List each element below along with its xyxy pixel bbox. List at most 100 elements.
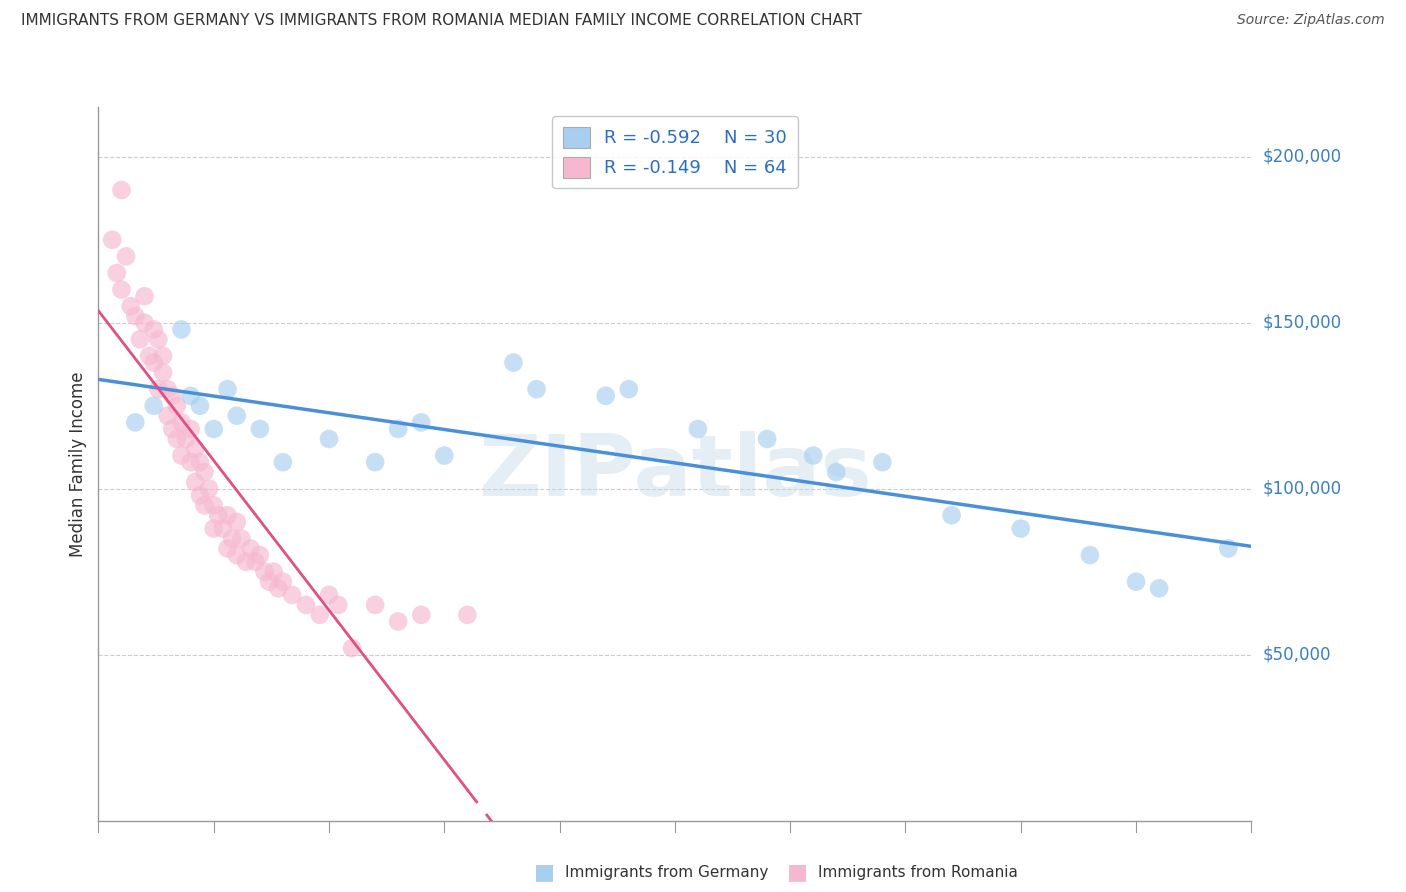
- Point: [308, 607, 330, 622]
- Point: [411, 415, 433, 429]
- Point: [235, 555, 257, 569]
- Point: [142, 399, 165, 413]
- Point: [1147, 582, 1170, 596]
- Point: [617, 382, 640, 396]
- Point: [134, 289, 156, 303]
- Point: [340, 641, 363, 656]
- Text: $150,000: $150,000: [1263, 314, 1341, 332]
- Point: [1125, 574, 1147, 589]
- Point: [364, 455, 387, 469]
- Point: [1218, 541, 1240, 556]
- Point: [110, 183, 132, 197]
- Text: $50,000: $50,000: [1263, 646, 1331, 664]
- Point: [1010, 522, 1032, 536]
- Point: [170, 415, 193, 429]
- Point: [105, 266, 128, 280]
- Point: [156, 409, 179, 423]
- Point: [245, 555, 267, 569]
- Point: [166, 432, 188, 446]
- Point: [281, 588, 304, 602]
- Point: [872, 455, 894, 469]
- Point: [249, 422, 271, 436]
- Text: ■: ■: [787, 863, 808, 882]
- Point: [166, 399, 188, 413]
- Point: [115, 249, 138, 263]
- Point: [231, 532, 253, 546]
- Point: [217, 541, 239, 556]
- Point: [221, 532, 243, 546]
- Point: [174, 432, 197, 446]
- Point: [188, 455, 211, 469]
- Text: $100,000: $100,000: [1263, 480, 1341, 498]
- Point: [170, 449, 193, 463]
- Point: [120, 299, 142, 313]
- Point: [595, 389, 617, 403]
- Point: [217, 508, 239, 523]
- Point: [225, 515, 247, 529]
- Point: [253, 565, 276, 579]
- Point: [263, 565, 285, 579]
- Point: [202, 522, 225, 536]
- Point: [148, 382, 170, 396]
- Point: [941, 508, 963, 523]
- Point: [156, 382, 179, 396]
- Point: [411, 607, 433, 622]
- Text: Source: ZipAtlas.com: Source: ZipAtlas.com: [1237, 13, 1385, 28]
- Text: Immigrants from Germany: Immigrants from Germany: [565, 865, 769, 880]
- Point: [257, 574, 280, 589]
- Point: [686, 422, 709, 436]
- Point: [101, 233, 124, 247]
- Text: ZIPatlas: ZIPatlas: [478, 431, 872, 514]
- Point: [160, 422, 183, 436]
- Point: [225, 548, 247, 562]
- Point: [124, 415, 146, 429]
- Point: [212, 522, 235, 536]
- Point: [318, 588, 340, 602]
- Point: [239, 541, 262, 556]
- Point: [271, 574, 294, 589]
- Point: [502, 356, 524, 370]
- Text: ■: ■: [534, 863, 555, 882]
- Point: [756, 432, 779, 446]
- Point: [217, 382, 239, 396]
- Point: [1078, 548, 1101, 562]
- Point: [110, 283, 132, 297]
- Point: [138, 349, 160, 363]
- Point: [142, 322, 165, 336]
- Point: [225, 409, 247, 423]
- Text: Immigrants from Romania: Immigrants from Romania: [818, 865, 1018, 880]
- Point: [202, 422, 225, 436]
- Point: [202, 499, 225, 513]
- Point: [433, 449, 456, 463]
- Point: [249, 548, 271, 562]
- Point: [328, 598, 350, 612]
- Point: [271, 455, 294, 469]
- Point: [184, 475, 207, 489]
- Y-axis label: Median Family Income: Median Family Income: [69, 371, 87, 557]
- Point: [193, 465, 215, 479]
- Point: [825, 465, 848, 479]
- Point: [129, 332, 152, 346]
- Point: [188, 399, 211, 413]
- Point: [801, 449, 824, 463]
- Point: [318, 432, 340, 446]
- Point: [180, 455, 202, 469]
- Point: [188, 488, 211, 502]
- Legend: R = -0.592    N = 30, R = -0.149    N = 64: R = -0.592 N = 30, R = -0.149 N = 64: [553, 116, 797, 188]
- Text: IMMIGRANTS FROM GERMANY VS IMMIGRANTS FROM ROMANIA MEDIAN FAMILY INCOME CORRELAT: IMMIGRANTS FROM GERMANY VS IMMIGRANTS FR…: [21, 13, 862, 29]
- Point: [152, 349, 174, 363]
- Point: [124, 309, 146, 323]
- Point: [198, 482, 221, 496]
- Point: [193, 499, 215, 513]
- Point: [180, 389, 202, 403]
- Point: [152, 366, 174, 380]
- Point: [295, 598, 318, 612]
- Point: [364, 598, 387, 612]
- Point: [148, 332, 170, 346]
- Point: [142, 356, 165, 370]
- Point: [134, 316, 156, 330]
- Point: [180, 422, 202, 436]
- Point: [387, 615, 409, 629]
- Text: $200,000: $200,000: [1263, 148, 1341, 166]
- Point: [207, 508, 229, 523]
